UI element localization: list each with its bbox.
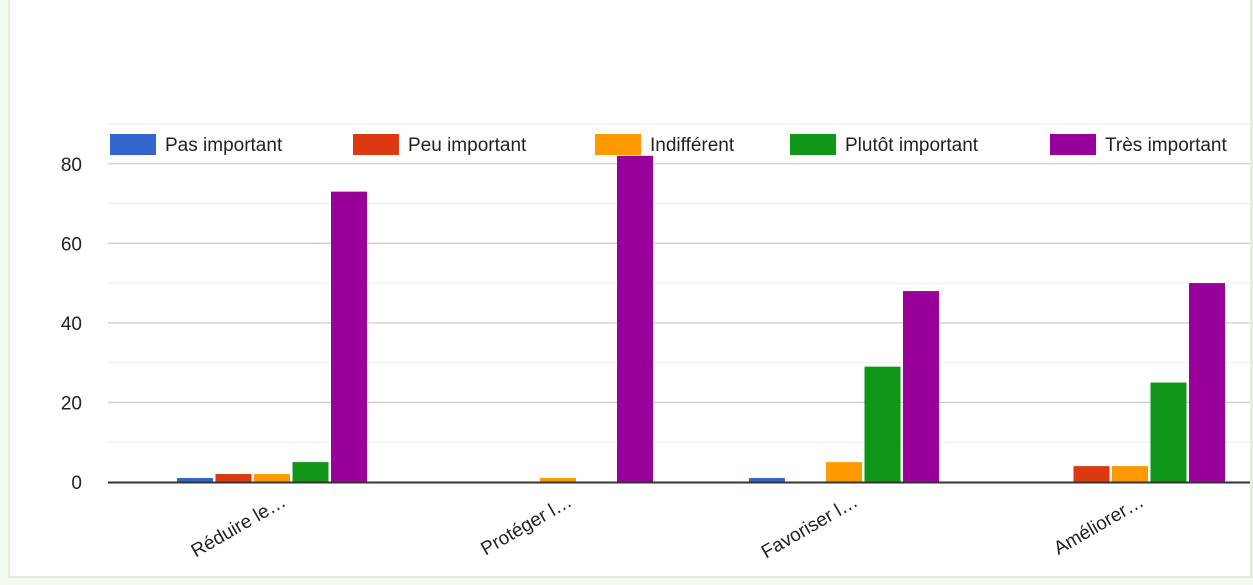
gridlines (108, 123, 1253, 443)
y-axis-ticks: 0 20 40 60 80 (61, 155, 82, 494)
legend-swatch (790, 134, 836, 155)
legend-item[interactable]: Indifférent (595, 134, 735, 156)
bar[interactable] (1189, 283, 1225, 482)
y-tick-label: 20 (61, 393, 82, 414)
bar[interactable] (1073, 466, 1110, 482)
bar[interactable] (215, 474, 252, 482)
bar[interactable] (177, 478, 213, 482)
chart-card: 0 20 40 60 80 Réduire le… Protéger l… Favorise… (8, 0, 1253, 578)
bar-chart: 0 20 40 60 80 Réduire le… Protéger l… Favorise… (61, 123, 1253, 563)
bar[interactable] (826, 462, 862, 482)
legend-swatch (110, 134, 156, 155)
legend-label: Pas important (165, 135, 283, 156)
y-tick-label: 60 (61, 234, 82, 255)
y-tick-label: 0 (71, 473, 82, 494)
legend-item[interactable]: Plutôt important (790, 134, 979, 156)
y-tick-label: 40 (61, 314, 82, 335)
bar[interactable] (254, 474, 290, 482)
legend-swatch (595, 134, 641, 155)
bar[interactable] (903, 291, 939, 482)
x-axis-labels: Réduire le… Protéger l… Favoriser l… Amélio… (188, 491, 1148, 563)
legend-label: Très important (1105, 135, 1227, 156)
legend-label: Plutôt important (845, 135, 979, 156)
legend-swatch (353, 134, 399, 155)
legend-swatch (1050, 134, 1096, 155)
x-tick-label: Protéger l… (477, 491, 575, 560)
bar[interactable] (749, 478, 785, 482)
bar[interactable] (540, 478, 576, 482)
bar[interactable] (1112, 466, 1148, 482)
panel-border (1250, 0, 1253, 576)
bar[interactable] (864, 366, 901, 482)
x-tick-label: Améliorer… (1050, 491, 1147, 559)
legend-label: Peu important (408, 135, 527, 156)
bars (177, 155, 1225, 483)
bar[interactable] (1150, 382, 1187, 482)
bar[interactable] (292, 462, 329, 482)
x-tick-label: Réduire le… (188, 491, 290, 562)
bar[interactable] (331, 191, 367, 482)
bar[interactable] (617, 155, 653, 483)
legend-item[interactable]: Pas important (110, 134, 283, 156)
x-tick-label: Favoriser l… (758, 491, 862, 563)
legend-item[interactable]: Très important (1050, 134, 1227, 156)
legend-item[interactable]: Peu important (353, 134, 527, 156)
legend: Pas important Peu important Indifférent Plu… (110, 134, 1227, 156)
y-tick-label: 80 (61, 155, 82, 176)
legend-label: Indifférent (650, 135, 735, 156)
